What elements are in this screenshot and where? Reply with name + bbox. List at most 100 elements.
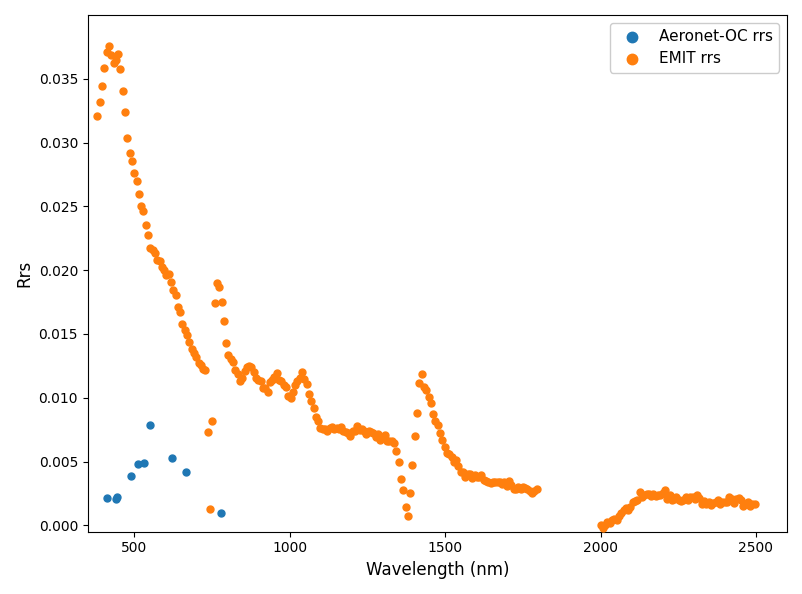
EMIT rrs xyxy=(482,478,495,487)
Point xyxy=(615,508,628,518)
Point xyxy=(656,488,669,498)
EMIT rrs xyxy=(289,380,302,390)
EMIT rrs xyxy=(418,382,431,391)
Point xyxy=(716,497,729,507)
EMIT rrs xyxy=(100,48,113,57)
EMIT rrs xyxy=(314,424,327,433)
EMIT rrs xyxy=(151,255,164,264)
EMIT rrs xyxy=(514,484,527,494)
EMIT rrs xyxy=(270,368,283,378)
EMIT rrs xyxy=(337,426,350,436)
EMIT rrs xyxy=(98,63,111,72)
Point xyxy=(672,495,685,504)
Point xyxy=(691,490,703,500)
EMIT rrs xyxy=(379,430,391,440)
EMIT rrs xyxy=(491,478,504,487)
EMIT rrs xyxy=(346,426,359,436)
EMIT rrs xyxy=(342,428,354,437)
Point xyxy=(739,500,751,509)
Aeronet-OC rrs xyxy=(180,467,192,476)
EMIT rrs xyxy=(174,307,187,317)
Aeronet-OC rrs xyxy=(165,454,178,463)
Point xyxy=(603,518,616,527)
EMIT rrs xyxy=(321,426,334,435)
Point xyxy=(661,494,674,504)
Point xyxy=(638,491,650,500)
EMIT rrs xyxy=(172,302,184,311)
Point xyxy=(703,497,715,507)
EMIT rrs xyxy=(530,484,543,494)
EMIT rrs xyxy=(503,476,516,485)
Point xyxy=(704,500,717,510)
EMIT rrs xyxy=(422,393,435,402)
Point xyxy=(663,490,676,500)
Point xyxy=(711,496,724,505)
EMIT rrs xyxy=(284,393,297,402)
Point xyxy=(695,500,708,509)
Point xyxy=(666,495,678,505)
Aeronet-OC rrs xyxy=(109,494,122,503)
Point xyxy=(640,489,653,499)
EMIT rrs xyxy=(238,366,251,375)
EMIT rrs xyxy=(111,49,124,59)
EMIT rrs xyxy=(231,369,244,379)
EMIT rrs xyxy=(296,366,309,376)
EMIT rrs xyxy=(153,256,166,266)
EMIT rrs xyxy=(265,375,278,385)
EMIT rrs xyxy=(512,482,525,492)
EMIT rrs xyxy=(109,56,122,65)
EMIT rrs xyxy=(415,369,428,379)
Point xyxy=(727,498,740,508)
EMIT rrs xyxy=(330,424,343,433)
EMIT rrs xyxy=(222,350,235,360)
EMIT rrs xyxy=(371,429,384,438)
EMIT rrs xyxy=(353,426,366,435)
EMIT rrs xyxy=(213,282,225,292)
EMIT rrs xyxy=(376,432,389,442)
EMIT rrs xyxy=(316,424,329,434)
EMIT rrs xyxy=(257,384,269,393)
EMIT rrs xyxy=(528,486,541,496)
EMIT rrs xyxy=(261,387,274,397)
EMIT rrs xyxy=(158,266,171,275)
Point xyxy=(626,497,639,507)
Point xyxy=(709,497,722,506)
EMIT rrs xyxy=(443,449,456,459)
Point xyxy=(721,497,734,507)
EMIT rrs xyxy=(247,368,260,377)
EMIT rrs xyxy=(103,42,115,51)
EMIT rrs xyxy=(291,377,304,386)
Aeronet-OC rrs xyxy=(144,420,156,429)
EMIT rrs xyxy=(344,431,357,440)
EMIT rrs xyxy=(229,365,242,375)
Point xyxy=(687,492,699,502)
EMIT rrs xyxy=(471,472,484,482)
EMIT rrs xyxy=(434,428,447,437)
EMIT rrs xyxy=(199,365,212,374)
Point xyxy=(684,492,697,502)
EMIT rrs xyxy=(318,424,331,434)
Point xyxy=(674,497,687,506)
Point xyxy=(723,492,735,501)
EMIT rrs xyxy=(164,277,177,286)
EMIT rrs xyxy=(505,481,518,490)
Point xyxy=(629,496,642,505)
Point xyxy=(700,499,713,508)
Point xyxy=(654,490,666,500)
EMIT rrs xyxy=(363,426,375,435)
Point xyxy=(622,505,634,514)
EMIT rrs xyxy=(254,377,267,386)
EMIT rrs xyxy=(273,375,286,384)
Aeronet-OC rrs xyxy=(101,493,114,503)
Point xyxy=(608,514,621,523)
EMIT rrs xyxy=(162,270,175,279)
Point xyxy=(658,485,671,495)
EMIT rrs xyxy=(475,470,488,480)
EMIT rrs xyxy=(509,485,522,494)
Point xyxy=(594,520,607,530)
EMIT rrs xyxy=(519,483,532,492)
EMIT rrs xyxy=(249,374,262,383)
EMIT rrs xyxy=(487,477,500,486)
EMIT rrs xyxy=(241,362,253,371)
Point xyxy=(617,505,630,514)
